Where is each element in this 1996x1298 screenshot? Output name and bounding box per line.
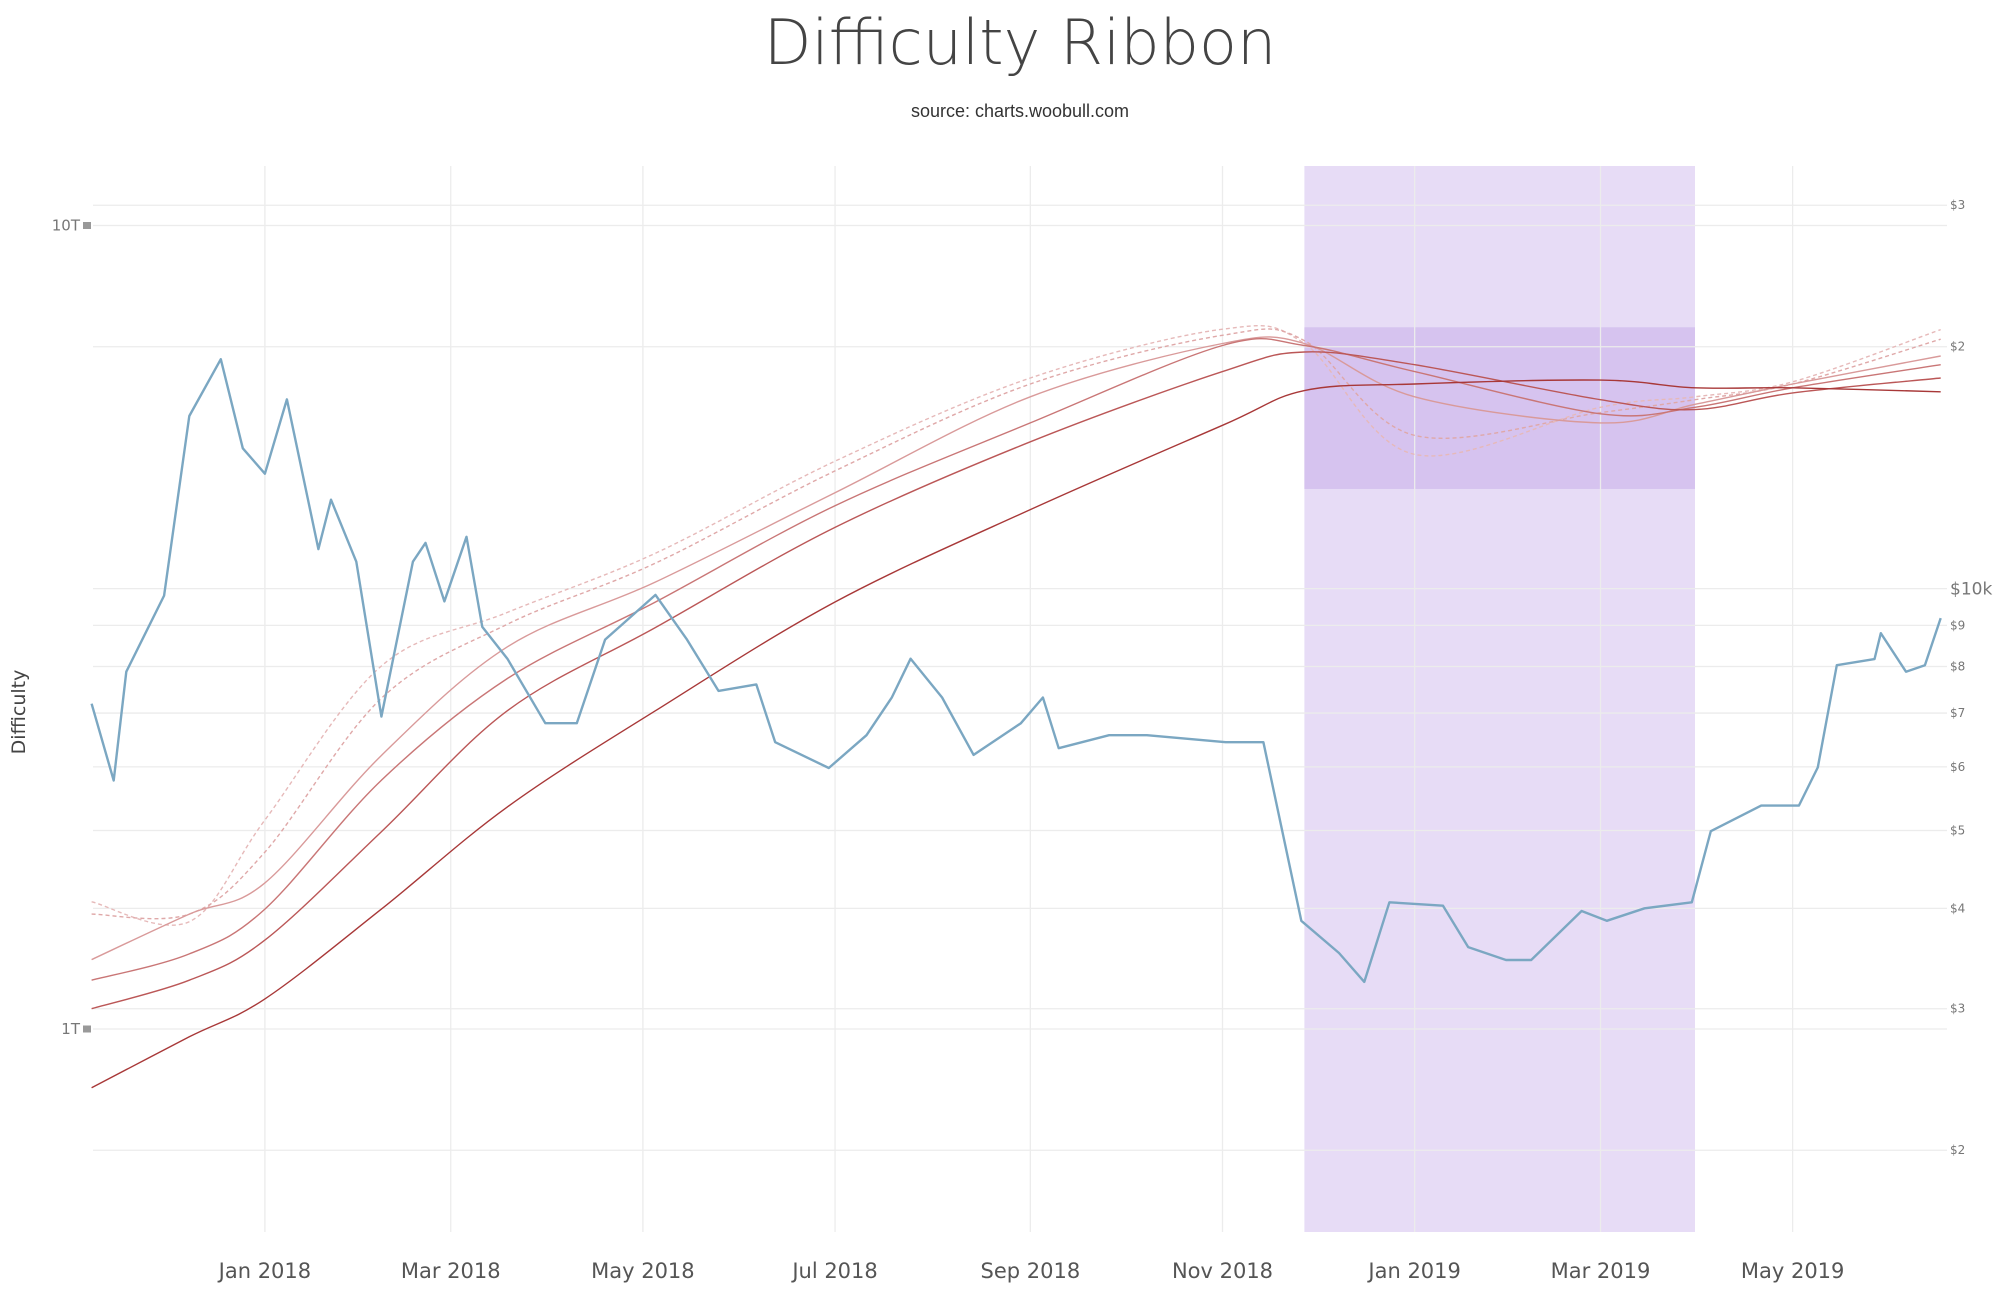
y2-tick-label: $5 xyxy=(1950,823,1965,837)
y2-tick-label: $4 xyxy=(1950,901,1965,915)
x-tick-label: Jan 2018 xyxy=(217,1259,312,1283)
y2-tick-label: $9 xyxy=(1950,618,1965,632)
axes: Jan 2018 Mar 2018 May 2018 Jul 2018 Sep 2018… xyxy=(52,198,1993,1283)
y-tick-mark xyxy=(83,1025,91,1033)
chart-title: Difficulty Ribbon xyxy=(764,6,1276,79)
price-series xyxy=(90,358,1942,984)
highlight-inner-box xyxy=(1304,327,1695,489)
y-tick-label: 1T xyxy=(61,1020,81,1038)
y2-tick-label: $7 xyxy=(1950,706,1965,720)
x-tick-label: May 2019 xyxy=(1741,1259,1845,1283)
y-tick-mark xyxy=(83,222,91,229)
x-tick-label: Jan 2019 xyxy=(1366,1259,1461,1283)
y2-tick-label: $10k xyxy=(1950,580,1992,600)
chart-subtitle: source: charts.woobull.com xyxy=(911,101,1129,121)
difficulty-ribbon xyxy=(91,325,1941,1089)
ribbon-line xyxy=(91,325,1941,926)
y2-tick-label: $8 xyxy=(1950,659,1965,673)
x-tick-label: Nov 2018 xyxy=(1172,1259,1273,1283)
y-axis-label: Difficulty xyxy=(8,670,30,755)
price-line xyxy=(90,358,1942,984)
x-tick-label: Jul 2018 xyxy=(790,1259,877,1283)
ribbon-line xyxy=(91,351,1941,1010)
y2-tick-label: $2 xyxy=(1950,1143,1965,1157)
y2-tick-label: $2 xyxy=(1950,340,1965,354)
ribbon-line xyxy=(91,379,1941,1089)
x-tick-label: Sep 2018 xyxy=(980,1259,1080,1283)
ribbon-line xyxy=(91,336,1941,961)
y2-tick-label: $6 xyxy=(1950,760,1965,774)
y2-tick-label: $3 xyxy=(1950,1002,1965,1016)
highlight-band xyxy=(1304,166,1695,1232)
x-tick-label: Mar 2019 xyxy=(1551,1259,1651,1283)
y2-tick-label: $3 xyxy=(1950,198,1965,212)
highlight-region xyxy=(1304,166,1695,1232)
y-tick-label: 10T xyxy=(52,217,81,235)
ribbon-line xyxy=(91,328,1941,920)
ribbon-line xyxy=(91,337,1941,981)
x-tick-label: May 2018 xyxy=(591,1259,695,1283)
x-tick-label: Mar 2018 xyxy=(401,1259,501,1283)
